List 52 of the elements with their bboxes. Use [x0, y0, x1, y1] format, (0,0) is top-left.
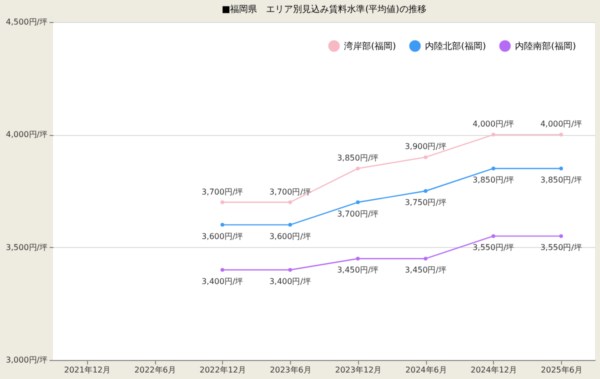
data-label: 3,750円/坪 — [404, 198, 446, 207]
x-tick-label: 2024年12月 — [470, 366, 518, 374]
point — [220, 200, 224, 204]
data-label: 3,700円/坪 — [337, 209, 379, 218]
point — [492, 234, 496, 238]
point — [220, 268, 224, 272]
x-tick-label: 2021年12月 — [64, 366, 111, 374]
point — [356, 166, 360, 170]
data-label: 3,450円/坪 — [337, 266, 379, 275]
point — [492, 132, 496, 137]
point — [424, 256, 428, 260]
data-label: 3,400円/坪 — [269, 276, 311, 286]
legend-label: 内陸南部(福岡) — [515, 41, 576, 52]
x-tick-label: 2023年12月 — [335, 366, 382, 374]
x-tick-label: 2025年6月 — [540, 366, 582, 374]
legend-label: 内陸北部(福岡) — [425, 41, 486, 52]
point — [356, 200, 360, 204]
point — [492, 166, 496, 170]
data-label: 3,450円/坪 — [404, 266, 446, 275]
y-tick-label: 4,500円/坪 — [6, 18, 48, 26]
data-label: 3,600円/坪 — [269, 232, 311, 241]
y-tick-label: 4,000円/坪 — [6, 130, 48, 140]
point — [288, 200, 292, 204]
data-label: 3,550円/坪 — [472, 243, 514, 252]
y-tick-label: 3,000円/坪 — [6, 356, 48, 364]
point — [424, 155, 428, 160]
point — [424, 189, 428, 193]
x-tick-label: 2024年6月 — [405, 366, 447, 374]
data-label: 3,850円/坪 — [540, 175, 582, 184]
x-tick-label: 2022年12月 — [200, 366, 246, 374]
data-label: 3,600円/坪 — [202, 232, 244, 241]
data-label: 3,850円/坪 — [472, 175, 514, 184]
point — [559, 166, 563, 170]
point — [559, 132, 563, 137]
data-label: 3,850円/坪 — [337, 153, 379, 162]
point — [356, 256, 360, 260]
point — [288, 268, 292, 272]
chart-title: ■福岡県 エリア別見込み賃料水準(平均値)の推移 — [222, 4, 426, 15]
legend-label: 湾岸部(福岡) — [344, 41, 396, 52]
data-label: 4,000円/坪 — [540, 120, 582, 129]
data-label: 3,900円/坪 — [404, 142, 446, 152]
point — [220, 222, 224, 227]
data-label: 3,550円/坪 — [540, 243, 582, 252]
data-label: 3,400円/坪 — [202, 276, 244, 286]
point — [288, 222, 292, 227]
x-tick-label: 2022年6月 — [134, 366, 176, 374]
data-label: 3,700円/坪 — [269, 187, 311, 196]
data-label: 3,700円/坪 — [202, 187, 244, 196]
y-tick-label: 3,500円/坪 — [6, 242, 48, 252]
x-tick-label: 2023年6月 — [270, 366, 312, 374]
point — [559, 234, 563, 238]
data-label: 4,000円/坪 — [472, 120, 514, 129]
